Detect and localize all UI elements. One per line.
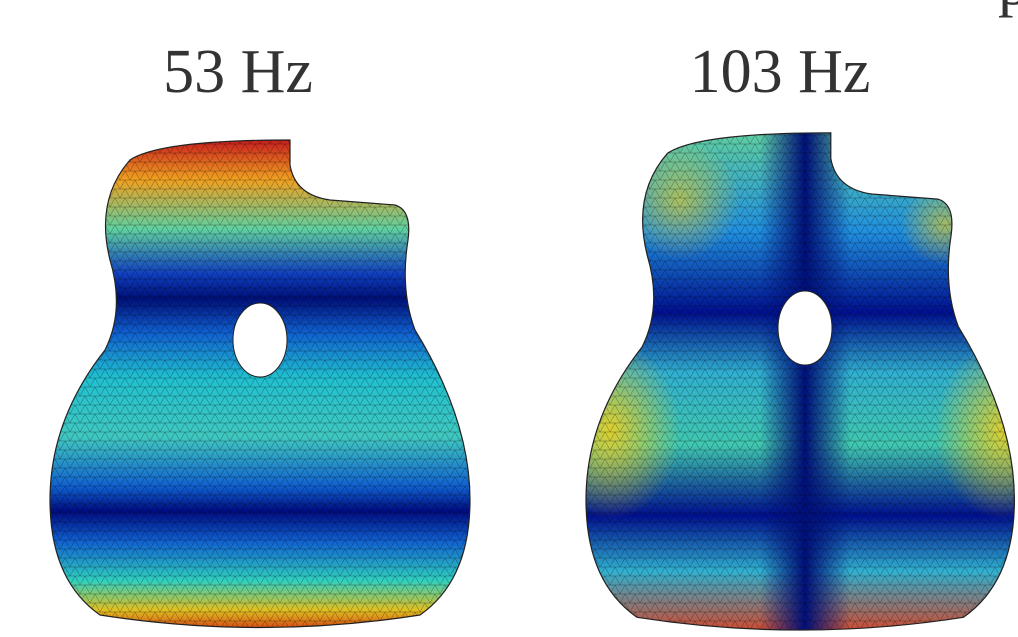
panel-label: 53 Hz — [163, 38, 313, 106]
cropped-text: p — [998, 0, 1018, 18]
sound-hole — [233, 303, 287, 377]
figure: 53 Hz 103 Hz p — [0, 0, 1018, 637]
page: {"panels": [{"label": "53 Hz"}, {"label"… — [0, 0, 1018, 637]
mode-shape-103 — [540, 120, 1018, 637]
sound-hole — [778, 291, 832, 365]
mode-shape-53 — [40, 130, 480, 637]
panel-label: 103 Hz — [690, 38, 871, 106]
